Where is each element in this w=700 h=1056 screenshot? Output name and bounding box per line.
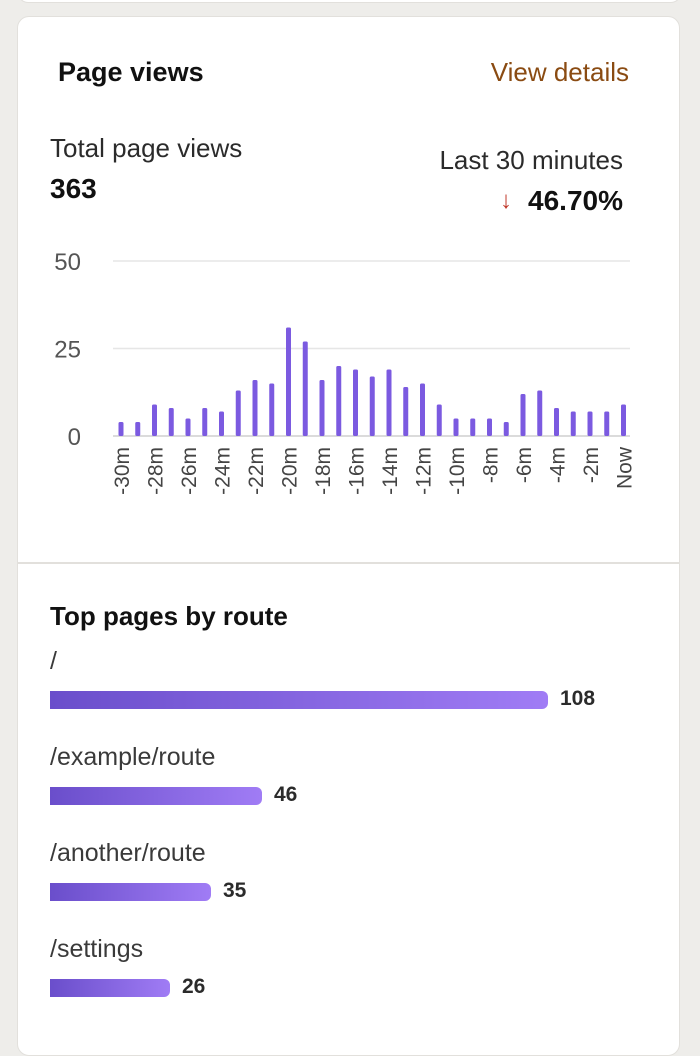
total-page-views-label: Total page views	[50, 133, 243, 163]
route-bar	[50, 979, 170, 997]
x-tick-label: -22m	[245, 447, 268, 495]
chart-bar	[219, 411, 224, 436]
chart-bar	[604, 411, 610, 436]
x-tick-label: -12m	[413, 447, 436, 495]
chart-bar	[386, 369, 392, 436]
x-tick-label: -2m	[580, 447, 603, 483]
chart-bar	[353, 369, 358, 436]
route-count: 46	[274, 783, 298, 806]
chart-bar	[453, 418, 459, 436]
page-views-chart: 0 25 50 -30m -28m -26m -24m -22m -20m -18m -16m -14…	[54, 249, 637, 495]
view-details-link[interactable]: View details	[490, 57, 629, 87]
chart-bar	[286, 327, 291, 436]
chart-bar	[587, 411, 593, 436]
chart-bar	[520, 394, 526, 436]
chart-bar	[503, 422, 509, 436]
x-tick-label: -14m	[379, 447, 402, 495]
y-tick-label: 0	[68, 424, 81, 451]
route-count: 26	[182, 975, 206, 998]
chart-bar	[537, 390, 543, 436]
page-views-card: Page views View details Total page views…	[17, 16, 680, 1056]
x-tick-label: -6m	[513, 447, 536, 483]
route-label: /example/route	[50, 743, 216, 771]
y-tick-label: 50	[54, 249, 81, 276]
route-row[interactable]: /settings 26	[50, 935, 650, 1031]
route-count: 35	[223, 879, 247, 902]
route-bar	[50, 883, 211, 901]
x-tick-label: -20m	[279, 447, 302, 495]
period-label: Last 30 minutes	[439, 145, 623, 175]
chart-bar	[420, 383, 425, 436]
x-tick-label: -16m	[346, 447, 369, 495]
change-indicator: ↓ 46.70%	[500, 185, 623, 217]
chart-bar	[319, 380, 325, 436]
route-bar	[50, 691, 548, 709]
chart-bar	[403, 387, 409, 436]
chart-bar	[302, 341, 308, 436]
chart-bar	[168, 408, 174, 436]
route-count: 108	[560, 687, 596, 710]
arrow-down-icon: ↓	[500, 187, 513, 214]
chart-bar	[621, 404, 626, 436]
chart-bar	[436, 404, 442, 436]
chart-bar	[369, 376, 375, 436]
chart-bar	[470, 418, 476, 436]
x-tick-label: -8m	[480, 447, 503, 483]
y-tick-label: 25	[54, 337, 81, 364]
route-label: /	[50, 647, 57, 675]
divider	[18, 562, 679, 564]
x-tick-label: -28m	[145, 447, 168, 495]
x-tick-label: -24m	[212, 447, 235, 495]
chart-bar	[152, 404, 157, 436]
chart-bar	[554, 408, 559, 436]
route-row[interactable]: /example/route 46	[50, 743, 650, 839]
route-row[interactable]: /another/route 35	[50, 839, 650, 935]
previous-card	[17, 0, 682, 3]
chart-bar	[118, 422, 124, 436]
chart-bar	[570, 411, 576, 436]
chart-bar	[202, 408, 208, 436]
x-tick-label: Now	[614, 446, 637, 489]
chart-bar	[487, 418, 492, 436]
route-row[interactable]: / 108	[50, 647, 650, 743]
x-tick-label: -4m	[547, 447, 570, 483]
chart-bar	[252, 380, 258, 436]
chart-bar	[269, 383, 275, 436]
x-tick-label: -26m	[178, 447, 201, 495]
x-tick-label: -18m	[312, 447, 335, 495]
chart-bar	[185, 418, 191, 436]
chart-bar	[336, 366, 342, 436]
route-label: /another/route	[50, 839, 206, 867]
total-page-views-value: 363	[50, 173, 97, 204]
route-label: /settings	[50, 935, 144, 963]
change-value: 46.70%	[528, 185, 623, 216]
x-tick-label: -10m	[446, 447, 469, 495]
route-bar	[50, 787, 262, 805]
chart-bar	[135, 422, 141, 436]
x-tick-label: -30m	[111, 447, 134, 495]
top-pages-title: Top pages by route	[50, 601, 288, 631]
card-title: Page views	[58, 57, 204, 87]
chart-bar	[235, 390, 241, 436]
top-pages-list: / 108/example/route 46/another/route 35/set…	[50, 647, 650, 1031]
